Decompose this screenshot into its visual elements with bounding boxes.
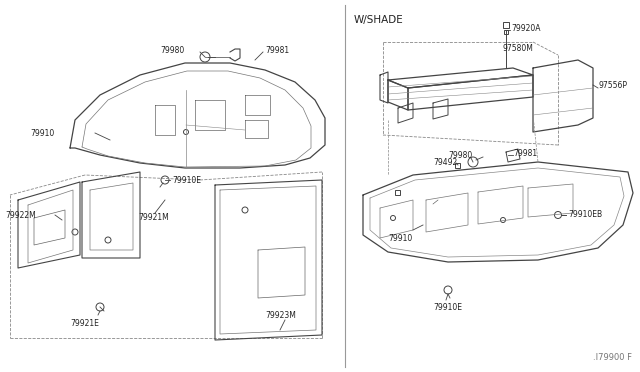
Text: 97580M: 97580M: [503, 44, 534, 52]
Bar: [504, 30, 508, 34]
Text: 97556P: 97556P: [599, 80, 628, 90]
Text: 79981: 79981: [265, 45, 289, 55]
Text: 79910E: 79910E: [172, 176, 201, 185]
Text: 79980: 79980: [448, 151, 472, 160]
Text: 79910: 79910: [388, 234, 412, 243]
Text: 79980: 79980: [160, 45, 184, 55]
Text: 79492: 79492: [433, 157, 457, 167]
Text: 79923M: 79923M: [265, 311, 296, 320]
Text: 79981: 79981: [513, 148, 537, 157]
Text: W/SHADE: W/SHADE: [354, 15, 404, 25]
Text: 79921M: 79921M: [138, 212, 169, 221]
Bar: [396, 189, 401, 195]
Bar: [503, 22, 509, 28]
Text: 79920A: 79920A: [511, 23, 541, 32]
Text: .I79900 F: .I79900 F: [593, 353, 632, 362]
Text: 79910EB: 79910EB: [568, 209, 602, 218]
Bar: [456, 163, 461, 167]
Text: 79910E: 79910E: [433, 304, 462, 312]
Text: 79922M: 79922M: [5, 211, 36, 219]
Text: 79910: 79910: [30, 128, 54, 138]
Text: 79921E: 79921E: [70, 318, 99, 327]
